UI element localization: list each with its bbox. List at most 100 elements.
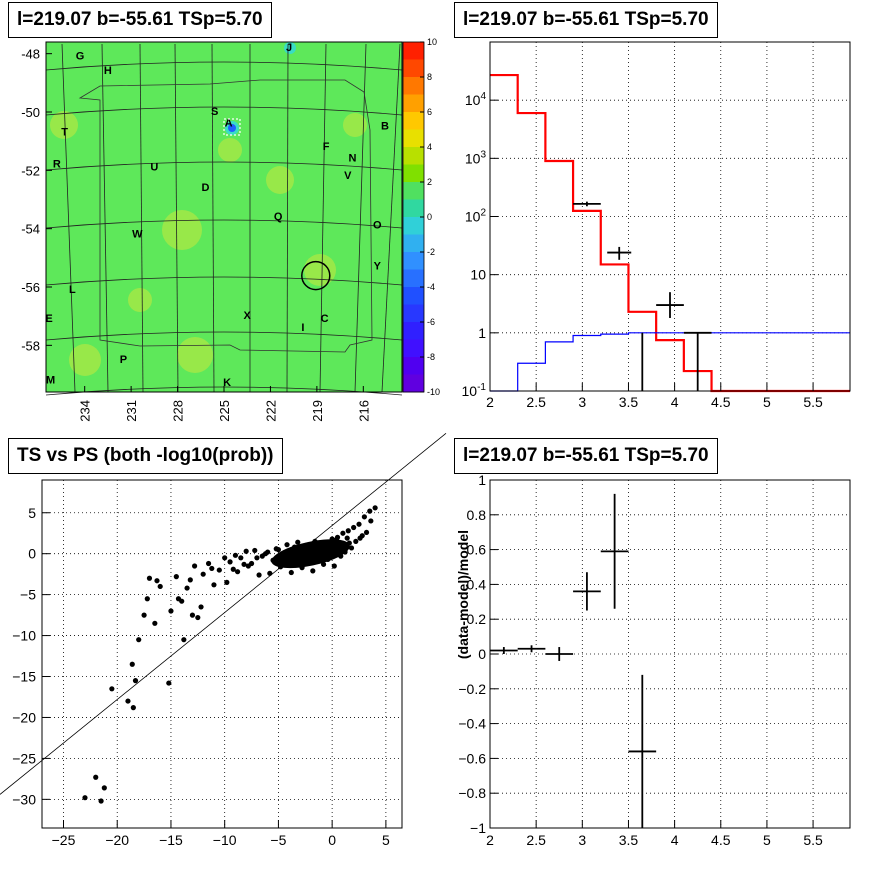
colorbar-tick-label: -4 [427,282,435,292]
scatter-point [146,575,153,581]
colorbar-cell [403,112,424,130]
colorbar-cell [403,199,424,218]
map-xtick-label: 228 [171,400,186,422]
heatmap-blob [266,166,294,194]
scatter-xtick-label: 5 [382,832,390,848]
scatter-point [191,563,198,569]
source-label-R: R [53,158,61,170]
source-label-D: D [201,182,209,194]
colorbar-cell [403,94,424,113]
scatter-point [238,555,244,561]
source-label-M: M [46,374,55,386]
source-label-P: P [120,354,127,366]
colorbar-tick-label: -10 [427,387,440,397]
scatter-dense-cluster [271,539,350,569]
colorbar-tick-label: 10 [427,37,437,47]
scatter-point [216,567,222,573]
marked-source-circle [301,260,331,291]
scatter-point [157,583,163,590]
scatter-xtick-label: −5 [270,832,286,848]
source-label-E: E [45,313,52,325]
scatter-xtick-label: −20 [105,832,129,848]
spectrum-xtick-label: 5.5 [803,394,823,410]
heatmap-parallel [45,61,403,71]
reference-line [0,433,447,795]
heatmap-blob [304,254,336,286]
scatter-point [130,705,136,711]
scatter-point [168,608,174,614]
scatter-point [243,548,249,554]
colorbar-tick-label: -2 [427,247,435,257]
scatter-point [357,535,363,541]
colorbar-cell [403,164,424,183]
scatter-point [195,614,201,621]
scatter-point [351,524,357,531]
spectrum-xtick-label: 3 [578,394,586,410]
heatmap-blob [128,288,152,312]
background-histogram [490,332,850,392]
colorbar-cell [403,234,424,253]
residual-xtick-label: 5 [763,832,771,848]
residual-ytick-label: 0.2 [467,611,487,627]
scatter-point [189,612,196,618]
residual-ytick-label: −0.4 [458,716,486,732]
heatmap-meridian [174,43,179,393]
scatter-point [230,566,236,572]
map-xtick-label: 231 [124,400,139,422]
scatter-title: TS vs PS (both -log10(prob)) [8,438,283,474]
heatmap-meridian [354,43,367,393]
source-label-C: C [321,313,329,325]
source-label-U: U [150,161,158,173]
map-ytick-label: -52 [21,163,40,178]
scatter-point [132,678,139,684]
heatmap-meridian [286,43,289,393]
heatmap-dip [284,42,296,54]
source-label-V: V [344,170,352,182]
scatter-point [262,551,269,557]
scatter-point [144,596,150,602]
scatter-xtick-label: −15 [159,832,183,848]
spectrum-ytick-label: 103 [465,149,487,166]
colorbar-cell [403,182,424,200]
scatter-point [331,563,337,569]
residual-ytick-label: −0.8 [458,785,486,801]
residual-xtick-label: 3.5 [619,832,639,848]
colorbar-cell [403,252,424,270]
source-label-F: F [323,141,330,153]
scatter-point [273,546,279,552]
heatmap-field [46,42,402,392]
model-histogram [490,73,850,393]
scatter-point [222,555,228,561]
scatter-xtick-label: −10 [213,832,237,848]
residual-ytick-label: −0.6 [458,750,486,766]
scatter-ytick-label: −10 [12,628,36,644]
scatter-point [125,698,131,704]
colorbar-cell [403,339,424,358]
scatter-point [356,521,362,527]
scatter-xtick-label: −25 [52,832,76,848]
map-ytick-label: -58 [21,338,40,353]
scatter-frame [41,479,403,829]
colorbar-tick-label: -6 [427,317,435,327]
residual-xtick-label: 4.5 [711,832,731,848]
map-ytick-label: -54 [21,222,40,237]
scatter-point [367,508,373,514]
source-label-Q: Q [274,211,283,223]
colorbar-cell [403,304,424,323]
heatmap-parallel [45,331,403,341]
residual-ytick-label: 0 [478,646,486,662]
scatter-point [310,568,316,574]
colorbar-tick-label: 4 [427,142,432,152]
scatter-point [256,572,262,578]
colorbar-cell [403,357,424,375]
heatmap-blob [343,113,367,137]
scatter-ytick-label: 5 [28,505,36,521]
residual-ytick-label: 1 [478,472,486,488]
spectrum-xtick-label: 2.5 [526,394,546,410]
scatter-point [152,620,158,626]
scatter-ytick-label: −25 [12,750,36,766]
colorbar-cell [403,129,424,148]
heatmap-parallel [45,219,403,229]
scatter-point [198,604,204,610]
map-title: l=219.07 b=-55.61 TSp=5.70 [8,2,272,38]
